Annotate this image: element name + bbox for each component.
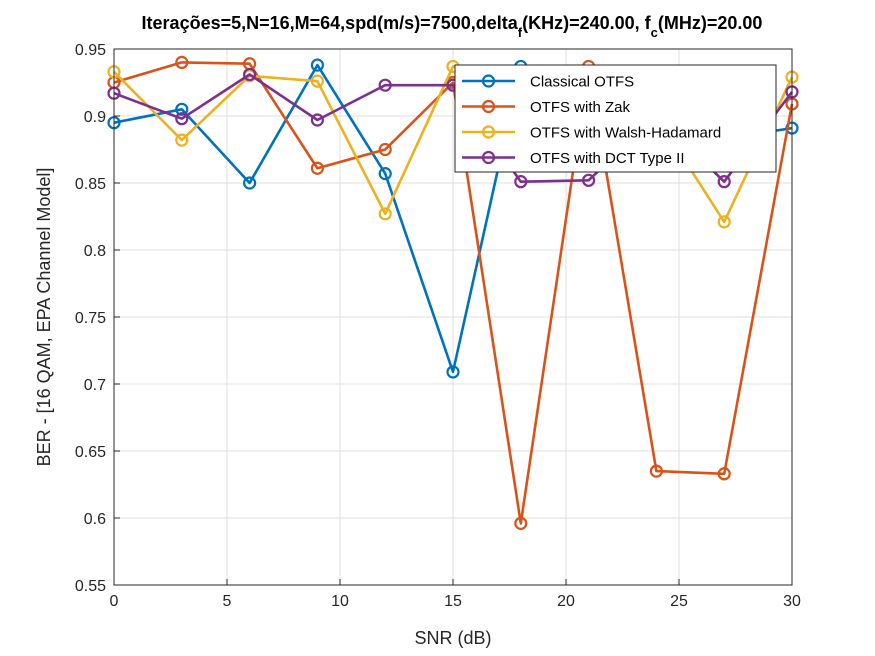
ticks: 0 5 10 15 20 25 30 0.55 0.6 0.65 0.7 0.75 0.8 0.85 0.9… [75,42,801,610]
data-point [378,207,392,221]
legend-swatch-marker [481,150,496,165]
data-point [175,102,189,116]
x-axis-label: SNR (dB) [414,628,491,648]
chart-title-main: Iterações=5,N=16,M=64,spd(m/s)=7500,delt… [142,13,519,33]
y-tick-label: 0.85 [75,176,106,193]
data-point [175,133,189,147]
y-tick-label: 0.7 [84,377,106,394]
data-point [649,464,664,478]
chart-title-subscript-c: c [651,25,658,40]
y-tick-label: 0.55 [75,578,106,595]
data-point [378,167,392,181]
legend-item: OTFS with Walsh-Hadamard [462,125,721,142]
y-tick-label: 0.75 [75,310,106,327]
legend-swatch-marker [481,99,496,114]
x-tick-label: 15 [444,593,462,610]
legend-item: OTFS with Zak [462,99,631,116]
data-point [717,467,731,481]
y-tick-label: 0.95 [75,42,106,59]
y-tick-label: 0.8 [84,243,106,260]
legend-item: OTFS with DCT Type II [462,150,684,167]
x-tick-label: 10 [331,593,349,610]
legend-label: Classical OTFS [530,74,634,91]
data-point [243,67,257,82]
data-point [243,176,257,190]
data-point [581,173,596,187]
chart-title: Iterações=5,N=16,M=64,spd(m/s)=7500,delt… [142,13,763,40]
x-tick-label: 25 [670,593,688,610]
data-point [378,78,392,92]
legend-swatch-marker [481,74,496,88]
x-tick-label: 20 [557,593,575,610]
x-tick-label: 0 [110,593,119,610]
y-tick-label: 0.9 [84,109,106,126]
data-point [310,161,324,175]
data-point [310,113,324,127]
y-tick-label: 0.65 [75,444,106,461]
data-point [446,365,460,379]
chart-title-end: (MHz)=20.00 [658,13,763,33]
legend-item: Classical OTFS [462,74,634,91]
x-tick-label: 5 [223,593,232,610]
chart-title-mid: (KHz)=240.00, f [522,13,652,33]
legend-box [454,64,777,173]
y-axis-label: BER - [16 QAM, EPA Channel Model] [34,168,54,467]
legend: Classical OTFS OTFS with Zak OTFS with Wal… [454,64,777,173]
y-tick-label: 0.6 [84,511,106,528]
data-point [717,175,731,189]
x-tick-label: 30 [783,593,801,610]
data-point [175,55,189,70]
series-line [113,61,794,525]
data-point [175,112,189,126]
legend-label: OTFS with Walsh-Hadamard [530,125,721,142]
data-point [514,175,528,189]
legend-swatch-marker [481,125,496,139]
data-point [717,215,731,229]
series-2 [107,55,799,530]
data-point [378,142,392,157]
chart-title-subscript-f: f [518,25,523,40]
data-point [310,58,324,72]
data-point [514,516,528,530]
legend-label: OTFS with DCT Type II [530,150,684,167]
data-point [310,74,324,88]
legend-label: OTFS with Zak [530,99,631,116]
